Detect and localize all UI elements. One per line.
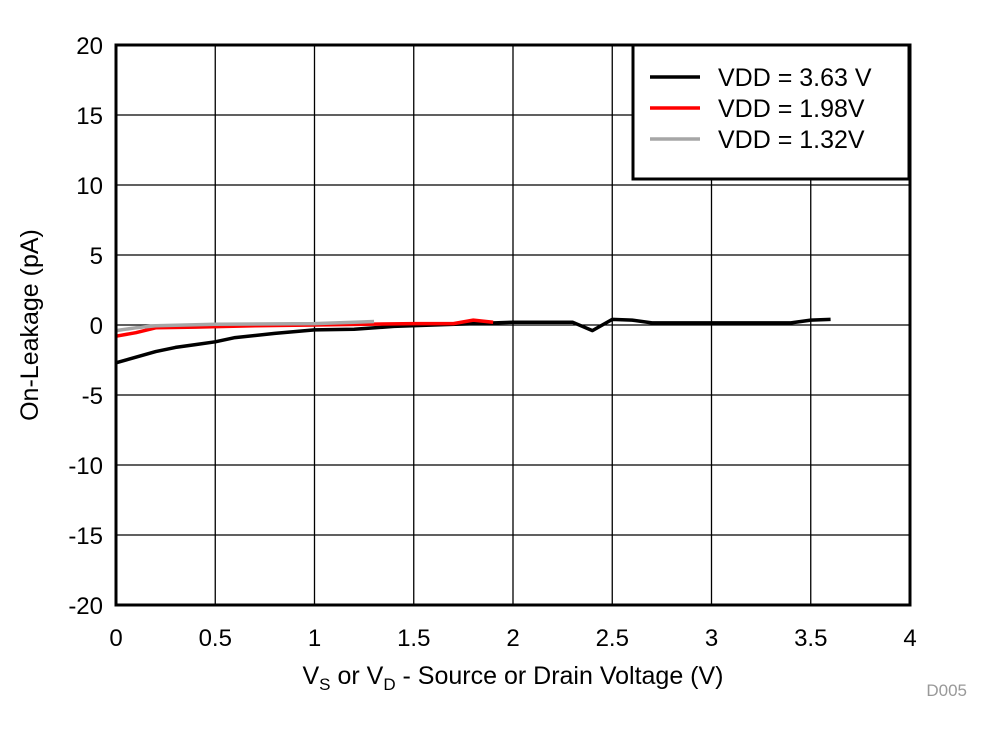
y-tick-label: 5: [90, 243, 103, 270]
x-tick-label: 0: [109, 625, 122, 652]
y-tick-label: -5: [82, 383, 103, 410]
tick-labels: 0 0.5 1 1.5 2 2.5 3 3.5 4 20 15 10 5 0 -5 -10 -15 -20: [68, 33, 916, 652]
series-lines: [115, 317, 831, 365]
y-tick-label: 10: [76, 173, 103, 200]
legend-label: VDD = 1.98V: [718, 95, 865, 123]
x-axis-label: VS or VD - Source or Drain Voltage (V): [302, 662, 723, 694]
x-tick-label: 1: [308, 625, 321, 652]
plot-frame: [114, 43, 912, 607]
legend-label: VDD = 3.63 V: [718, 64, 872, 92]
x-tick-label: 1.5: [397, 625, 430, 652]
y-tick-label: -15: [68, 523, 103, 550]
legend-label: VDD = 1.32V: [718, 126, 865, 154]
y-tick-label: 15: [76, 103, 103, 130]
y-axis-label: On-Leakage (pA): [16, 229, 44, 421]
series-line-3: [115, 319, 375, 333]
y-tick-label: -10: [68, 453, 103, 480]
x-tick-label: 4: [903, 625, 916, 652]
figure-id-watermark: D005: [926, 681, 967, 700]
y-tick-label: 20: [76, 33, 103, 60]
x-tick-label: 3.5: [794, 625, 827, 652]
x-tick-label: 2: [506, 625, 519, 652]
x-tick-label: 2.5: [596, 625, 629, 652]
x-tick-label: 0.5: [199, 625, 232, 652]
x-tick-label: 3: [705, 625, 718, 652]
legend: VDD = 3.63 V VDD = 1.98V VDD = 1.32V: [631, 43, 911, 181]
legend-box: [631, 43, 911, 181]
y-tick-label: -20: [68, 593, 103, 620]
y-tick-label: 0: [90, 313, 103, 340]
